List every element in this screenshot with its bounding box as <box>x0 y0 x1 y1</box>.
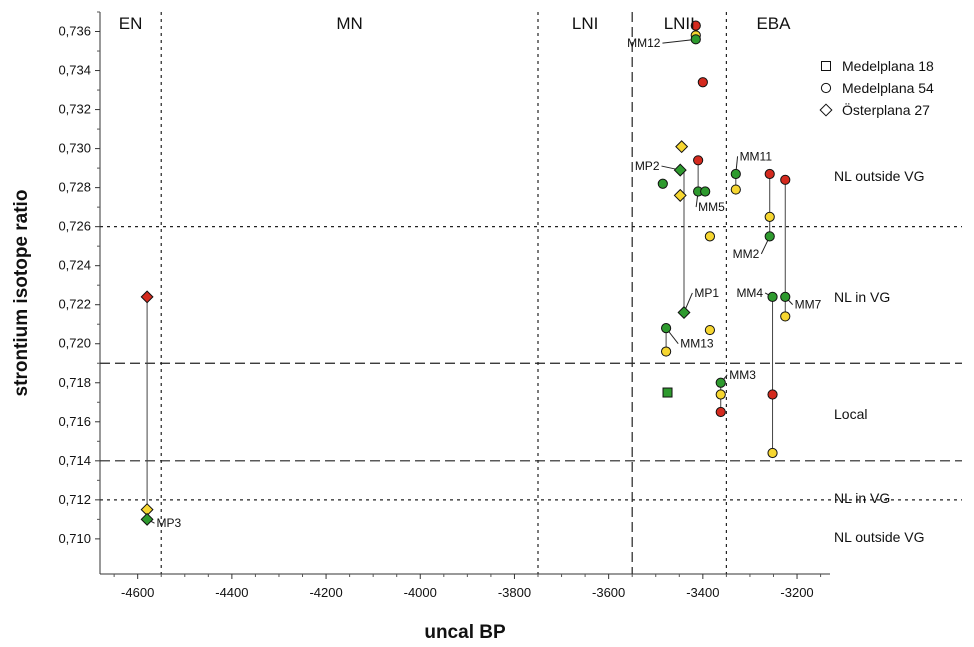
annotation-label: MM2 <box>733 247 760 261</box>
period-label: LNI <box>572 14 598 33</box>
circle-point-yellow <box>780 311 791 322</box>
zone-label: NL in VG <box>834 289 890 305</box>
y-tick-label: 0,724 <box>58 258 91 273</box>
annotation-label: MM5 <box>698 200 725 214</box>
x-tick-label: -3200 <box>780 585 813 600</box>
diamond-point-green <box>140 512 154 526</box>
circle-point-green <box>764 231 775 242</box>
square-point-green <box>662 387 673 398</box>
annotation-label: MM7 <box>795 298 822 312</box>
y-tick-label: 0,734 <box>58 63 91 78</box>
connector-lines <box>146 25 786 520</box>
period-label: LNII <box>664 14 695 33</box>
circle-point-green <box>661 323 672 334</box>
circle-point-red <box>780 174 791 185</box>
period-label: EN <box>119 14 143 33</box>
annotation-label: MM13 <box>680 337 714 351</box>
circle-point-yellow <box>704 324 716 336</box>
legend-label: Österplana 27 <box>842 101 930 118</box>
annotation-label: MM3 <box>729 368 756 382</box>
circle-point-red <box>693 155 704 166</box>
circle-point-red <box>697 77 708 88</box>
y-axis-title: strontium isotope ratio <box>11 190 32 397</box>
y-tick-label: 0,710 <box>58 531 91 546</box>
period-label: EBA <box>756 14 791 33</box>
circle-point-yellow <box>704 231 716 242</box>
data-points <box>140 20 791 526</box>
y-tick-label: 0,718 <box>58 375 91 390</box>
circle-point-yellow <box>661 346 672 357</box>
legend: Medelplana 18 Medelplana 54 Österplana 27 <box>819 58 934 118</box>
legend-circle-marker <box>820 82 832 94</box>
y-tick-label: 0,722 <box>58 297 91 312</box>
period-label: MN <box>336 14 362 33</box>
period-boundaries <box>160 12 727 574</box>
zone-label: Local <box>834 406 867 422</box>
annotation-label: MM11 <box>740 149 773 163</box>
annotation-label: MM12 <box>627 36 661 50</box>
circle-point-yellow <box>767 447 778 459</box>
diamond-point-green <box>677 306 691 320</box>
circle-point-red <box>767 389 778 400</box>
x-tick-label: -3400 <box>686 585 719 600</box>
circle-point-green <box>690 34 701 45</box>
circle-point-green <box>730 168 741 180</box>
y-tick-label: 0,720 <box>58 336 91 351</box>
zone-label: NL outside VG <box>834 168 925 184</box>
x-tick-label: -4600 <box>121 585 154 600</box>
circle-point-green <box>657 178 668 189</box>
y-tick-label: 0,736 <box>58 24 91 39</box>
point-annotations: MM12 MM11 MP2 MM5 MM2 MP1 MM4 MM7 MM13 MM3 MP3 <box>146 36 822 530</box>
annotation-label: MP2 <box>635 159 660 173</box>
circle-point-green <box>715 377 726 388</box>
diamond-point-green <box>673 163 687 177</box>
diamond-point-yellow <box>675 140 689 154</box>
circle-point-green <box>780 291 791 303</box>
x-axis-title: uncal BP <box>424 622 506 643</box>
x-tick-label: -4400 <box>215 585 248 600</box>
annotation-label: MP3 <box>157 516 182 530</box>
legend-square-marker <box>821 61 831 71</box>
y-tick-label: 0,732 <box>58 102 91 117</box>
y-tick-label: 0,716 <box>58 414 91 429</box>
circle-point-red <box>715 406 726 418</box>
legend-diamond-marker <box>819 103 833 117</box>
circle-point-red <box>764 168 775 180</box>
annotation-leader <box>662 38 696 44</box>
circle-point-green <box>767 291 778 303</box>
y-tick-label: 0,730 <box>58 141 91 156</box>
diamond-point-yellow <box>673 188 687 202</box>
diamond-point-red <box>140 290 154 304</box>
circle-point-yellow <box>764 211 775 222</box>
y-tick-label: 0,714 <box>58 453 91 468</box>
circle-point-red <box>690 20 701 31</box>
circle-point-green <box>700 186 711 197</box>
y-tick-label: 0,728 <box>58 180 91 195</box>
zone-label: NL outside VG <box>834 529 925 545</box>
annotation-label: MP1 <box>694 286 719 300</box>
axes <box>99 12 830 575</box>
x-tick-label: -3600 <box>592 585 625 600</box>
legend-label: Medelplana 54 <box>842 80 934 96</box>
circle-point-yellow <box>730 184 741 195</box>
x-tick-label: -4000 <box>404 585 437 600</box>
axis-ticks: -4600 -4400 -4200 -4000 -3800 -3600 -3400 -3200… <box>58 11 822 600</box>
zone-boundaries <box>100 226 962 501</box>
x-tick-label: -4200 <box>309 585 342 600</box>
circle-point-yellow <box>715 389 726 400</box>
zone-label: NL in VG <box>834 490 890 506</box>
y-tick-label: 0,726 <box>58 219 91 234</box>
chart-labels: EN MN LNI LNII EBA NL outside VG NL in VG Local… <box>119 14 925 545</box>
y-tick-label: 0,712 <box>58 492 91 507</box>
annotation-label: MM4 <box>736 286 763 300</box>
legend-label: Medelplana 18 <box>842 58 934 74</box>
x-tick-label: -3800 <box>498 585 531 600</box>
